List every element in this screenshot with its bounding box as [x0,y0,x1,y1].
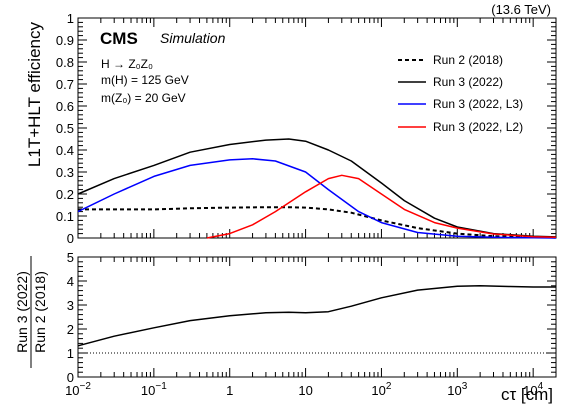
ratio-y-tick-label: 1 [67,346,74,361]
series-line-run-3-2022-l2 [206,174,557,239]
efficiency-y-tick-label: 0.5 [56,121,74,136]
ratio-y-tick-label: 2 [67,322,74,337]
legend-label-run2: Run 2 (2018) [433,53,503,67]
efficiency-y-tick-label: 0.6 [56,99,74,114]
x-tick-label: 104 [523,381,543,398]
ratio-y-tick-label: 4 [67,274,74,289]
ratio-y-ticks: 0 1 2 3 4 5 [67,250,556,385]
efficiency-y-tick-label: 1 [67,11,74,26]
series-line-run-3-2022-l3 [77,158,557,239]
x-tick-label: 10−2 [65,381,91,398]
efficiency-series [77,138,557,239]
ratio-plot-frame [77,256,557,378]
series-line-run-2-2018 [78,206,557,239]
x-tick-label: 10−1 [141,381,167,398]
ratio-y-title-denominator: Run 2 (2018) [32,271,48,353]
x-tick-label: 10 [298,383,312,398]
efficiency-y-tick-label: 0 [67,231,74,246]
legend-label-run3-l3: Run 3 (2022, L3) [433,97,523,111]
efficiency-y-tick-label: 0.9 [56,33,74,48]
series-line-run-3-2022 [77,138,557,238]
efficiency-y-tick-label: 0.3 [56,165,74,180]
efficiency-y-tick-label: 0.2 [56,187,74,202]
ratio-y-tick-label: 3 [67,298,74,313]
cms-label: CMS [100,29,138,48]
efficiency-y-tick-label: 0.1 [56,209,74,224]
ratio-x-ticks: 10−2 10−1 1 10 102 103 104 [65,257,557,398]
efficiency-y-tick-label: 0.4 [56,143,74,158]
efficiency-y-axis-title: L1T+HLT efficiency [25,22,44,168]
efficiency-x-ticks [77,18,557,238]
efficiency-y-tick-label: 0.7 [56,77,74,92]
z-mass-annotation: m(Z₀) = 20 GeV [101,91,186,105]
higgs-mass-annotation: m(H) = 125 GeV [101,73,189,87]
process-annotation: H → Z₀Z₀ [101,57,153,71]
ratio-y-title-numerator: Run 3 (2022) [14,271,30,353]
x-tick-label: 103 [447,381,467,398]
x-axis-title: cτ [cm] [501,385,553,404]
energy-label: (13.6 TeV) [491,2,551,17]
ratio-series-line [77,285,556,347]
legend-label-run3: Run 3 (2022) [433,75,503,89]
ratio-y-tick-label: 0 [67,370,74,385]
ratio-y-tick-label: 5 [67,250,74,265]
efficiency-y-tick-label: 0.8 [56,55,74,70]
simulation-label: Simulation [160,30,226,46]
x-tick-label: 1 [226,383,233,398]
efficiency-y-ticks: 0 0.1 0.2 0.3 0.4 0.5 0.6 0.7 0.8 0.9 1 [56,11,556,246]
legend: Run 2 (2018) Run 3 (2022) Run 3 (2022, L… [398,53,523,134]
legend-label-run3-l2: Run 3 (2022, L2) [433,120,523,134]
ratio-series [77,285,556,347]
x-tick-label: 102 [371,381,391,398]
